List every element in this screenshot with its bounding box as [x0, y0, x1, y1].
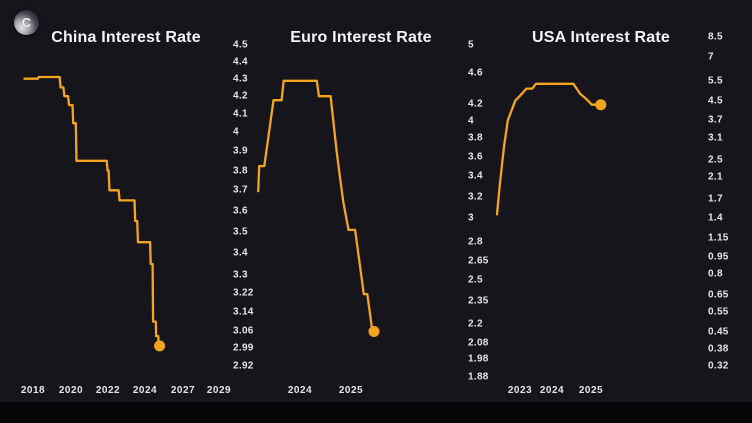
usa-y-tick-label: 0.65 — [708, 289, 729, 301]
china-y-tick-label: 3.4 — [233, 247, 248, 259]
euro-y-tick-label: 1.98 — [468, 353, 489, 365]
euro-y-tick-label: 2.35 — [468, 295, 489, 307]
euro-y-tick-label: 3 — [468, 212, 474, 224]
usa-rate-line — [495, 82, 602, 216]
usa-y-tick-label: 7 — [708, 51, 714, 62]
euro-y-tick-label: 2.8 — [468, 236, 483, 248]
euro-y-tick-label: 5 — [468, 39, 474, 51]
china-x-tick-label: 2024 — [132, 385, 158, 396]
usa-y-tick-label: 3.7 — [708, 114, 723, 126]
usa-y-tick-label: 1.15 — [708, 232, 729, 244]
euro-chart-title: Euro Interest Rate — [290, 29, 432, 46]
china-rate-end-dot — [154, 340, 166, 352]
usa-y-tick-label: 1.4 — [708, 212, 723, 224]
china-x-tick-label: 2020 — [58, 385, 84, 396]
usa-y-tick-label: 0.45 — [708, 326, 729, 338]
usa-rate-end-dot — [595, 99, 607, 111]
china-y-tick-label: 3.3 — [233, 269, 248, 281]
euro-y-tick-label: 2.65 — [468, 255, 489, 266]
china-rate-line — [23, 75, 161, 348]
china-y-tick-label: 4 — [233, 126, 239, 138]
china-x-tick-label: 2027 — [170, 385, 196, 396]
euro-y-tick-label: 3.6 — [468, 151, 483, 162]
china-y-tick-label: 2.92 — [233, 360, 254, 372]
usa-y-tick-label: 1.7 — [708, 193, 723, 204]
bottom-bar — [0, 402, 752, 423]
usa-y-tick-label: 8.5 — [708, 31, 723, 43]
china-y-tick-label: 4.4 — [233, 56, 248, 68]
china-y-tick-label: 3.6 — [233, 205, 248, 217]
china-y-tick-label: 2.99 — [233, 342, 254, 354]
euro-y-tick-label: 4 — [468, 115, 474, 127]
euro-y-tick-label: 1.88 — [468, 371, 489, 383]
usa-y-tick-label: 0.95 — [708, 251, 729, 263]
usa-y-tick-label: 0.32 — [708, 360, 729, 372]
usa-rate-series — [495, 82, 607, 216]
euro-rate-series — [257, 79, 380, 337]
usa-y-tick-label: 0.38 — [708, 343, 729, 355]
china-y-tick-label: 3.06 — [233, 325, 254, 337]
china-y-tick-label: 3.5 — [233, 226, 248, 237]
brand-logo: C — [14, 10, 39, 35]
usa-x-tick-label: 2023 — [507, 385, 533, 396]
euro-x-tick-label: 2024 — [287, 385, 313, 396]
china-y-tick-label: 3.7 — [233, 184, 248, 196]
usa-y-tick-label: 4.5 — [708, 95, 723, 107]
usa-y-tick-label: 3.1 — [708, 132, 723, 144]
usa-x-tick-label: 2024 — [539, 385, 565, 396]
euro-rate-line — [257, 79, 376, 333]
china-rate-series — [23, 75, 166, 352]
usa-y-tick-label: 2.5 — [708, 154, 723, 166]
china-x-tick-label: 2029 — [206, 385, 232, 396]
china-y-tick-label: 4.2 — [233, 90, 248, 102]
euro-y-tick-label: 4.6 — [468, 67, 483, 79]
china-x-tick-label: 2022 — [95, 385, 121, 396]
euro-rate-end-dot — [368, 326, 380, 337]
china-y-tick-label: 3.8 — [233, 165, 248, 176]
china-x-tick-label: 2018 — [20, 385, 46, 396]
usa-y-tick-label: 0.55 — [708, 306, 729, 318]
usa-chart-title: USA Interest Rate — [532, 29, 670, 46]
china-y-tick-label: 3.14 — [233, 306, 254, 318]
china-y-tick-label: 4.3 — [233, 73, 248, 85]
usa-x-tick-label: 2025 — [578, 385, 604, 396]
usa-y-tick-label: 2.1 — [708, 171, 723, 183]
usa-y-tick-label: 0.8 — [708, 268, 723, 280]
china-y-tick-label: 3.9 — [233, 145, 248, 157]
euro-y-tick-label: 4.2 — [468, 98, 483, 110]
euro-y-tick-label: 3.8 — [468, 132, 483, 144]
china-y-tick-label: 4.5 — [233, 39, 248, 51]
euro-y-tick-label: 3.4 — [468, 170, 483, 182]
euro-y-tick-label: 3.2 — [468, 191, 483, 202]
china-y-tick-label: 4.1 — [233, 108, 248, 120]
euro-x-tick-label: 2025 — [338, 385, 364, 396]
usa-y-tick-label: 5.5 — [708, 75, 723, 87]
euro-y-tick-label: 2.2 — [468, 318, 483, 330]
china-chart-title: China Interest Rate — [51, 29, 201, 46]
china-y-tick-label: 3.22 — [233, 287, 254, 299]
brand-logo-letter: C — [21, 15, 32, 30]
euro-y-tick-label: 2.5 — [468, 274, 483, 286]
euro-y-tick-label: 2.08 — [468, 337, 489, 349]
